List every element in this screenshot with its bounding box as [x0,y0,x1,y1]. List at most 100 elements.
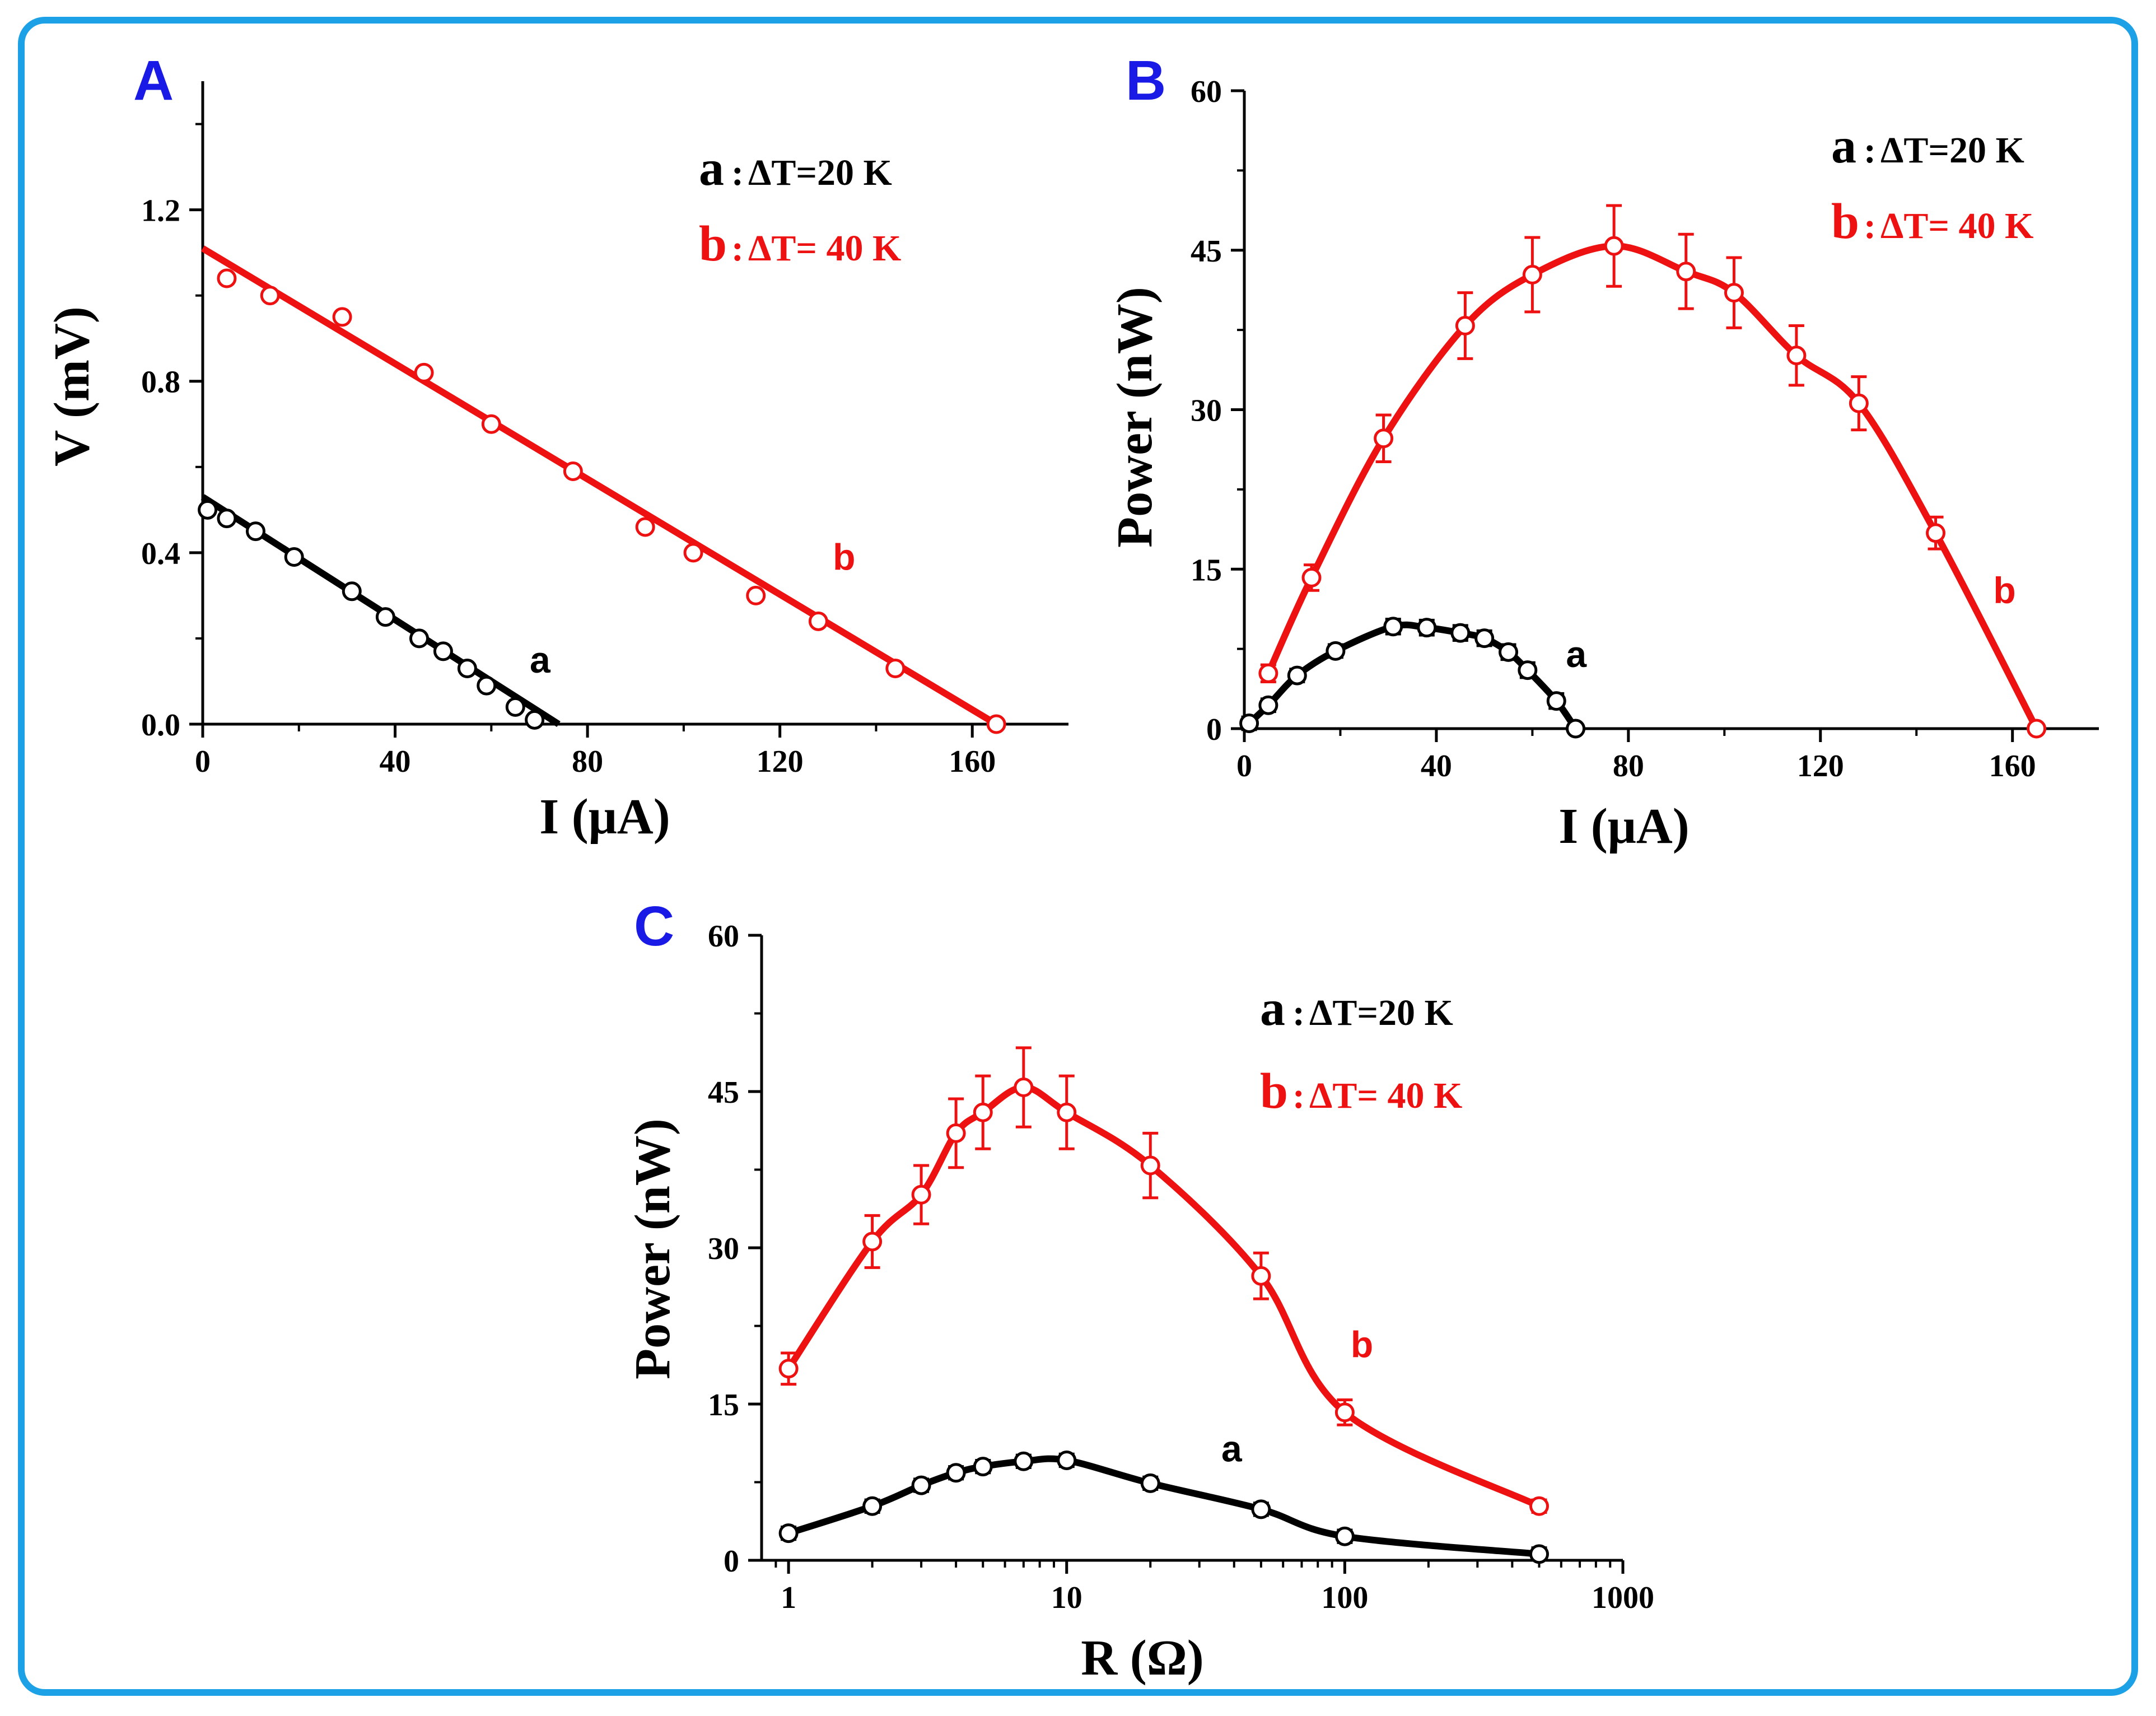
panel-b-ylabel: Power (nW) [1107,287,1163,548]
panel-b-legend-colon: : [1864,130,1876,171]
panel-b-series-b-point [1724,283,1744,303]
panel-b-series-b-point [1301,567,1322,587]
panel-a-series-b-point [986,714,1006,734]
panel-a-series-a-point [217,509,237,529]
panel-b-series-b-point [1258,663,1278,683]
panel-a-series-a-point [375,607,395,627]
panel-c-series-b-point [1251,1266,1271,1286]
panel-c-series-b-point [1140,1155,1160,1176]
panel-b-series-b-point [1374,428,1394,449]
panel-a-xtick-label: 160 [949,744,996,779]
panel-a-series-b-point [635,517,655,537]
panel-c-ylabel: Power (nW) [625,1118,680,1379]
panel-a-series-a-point [342,581,362,601]
panel-c-legend-text-b: ΔT= 40 K [1309,1075,1462,1116]
panel-b-ytick-label: 15 [1191,553,1222,587]
panel-a-ytick-label: 1.2 [141,194,180,229]
panel-c-series-b-point [1529,1496,1550,1516]
panel-b-series: ab [1239,204,2047,739]
panel-a-axes: 0 40 80 120 160 0.0 0.4 0.8 1.2 [141,81,1068,779]
panel-c-series-b-point [1057,1102,1077,1122]
panel-a-series-a-point [409,628,429,649]
panel-b-xtick-label: 80 [1613,749,1644,784]
panel-a-series-b-point [746,585,766,605]
panel-a-ytick-label: 0.0 [141,708,180,743]
panel-a-legend-key-b: b [699,216,727,272]
panel-b-series-b-point [1849,393,1869,413]
panel-b-series-a-point [1383,617,1403,637]
panel-b-series-a-point [1518,660,1538,680]
panel-b-series-a-point [1239,714,1259,734]
panel-c-series-a-point [862,1496,883,1516]
panel-b-legend-colon: : [1864,206,1876,246]
panel-b-series-a-point [1450,623,1471,643]
panel-b-series-a-point [1417,618,1437,638]
panel-c-legend: a: ΔT=20 Kb: ΔT= 40 K [1260,981,1462,1119]
panel-c-ytick-label: 0 [724,1544,739,1579]
panel-b-series-a-point [1499,642,1519,662]
panel-c-series-a-point [1014,1451,1034,1471]
panel-a-curve-label-b: b [833,536,855,577]
figure-frame [18,17,2138,1696]
panel-c-curve-label-b: b [1351,1323,1373,1365]
panel-a-series-a-point [245,521,265,542]
panel-c-series-a-point [946,1463,966,1483]
panel-a-series-a-point [284,547,304,567]
panel-c-legend-text-a: ΔT=20 K [1309,992,1453,1033]
panel-b-xtick-label: 0 [1236,749,1252,784]
panel-c-series-a-point [1251,1499,1271,1519]
panel-c-ytick-label: 15 [708,1388,739,1423]
panel-a-series-a-point [198,500,218,520]
panel-b-ytick-label: 30 [1191,394,1222,428]
panel-c-xtick-label: 10 [1051,1580,1082,1615]
panel-a-series-b-point [808,611,828,631]
panel-a-series-a-point [457,659,477,679]
panel-b-series-b-point [1522,264,1542,285]
panel-b-legend-key-a: a [1831,118,1856,174]
panel-b-legend-key-b: b [1831,194,1859,249]
panel-b-series-b-point [1455,316,1475,336]
panel-b-series-b-point [1926,523,1946,543]
panel-a-series-b-point [885,659,906,679]
panel-a-series-b-point [414,362,434,383]
panel-c-series-a-point [973,1457,993,1477]
panel-a-letter: A [133,49,174,112]
panel-b-letter: B [1126,49,1166,112]
panel-c-series-b-point [1014,1078,1034,1098]
panel-b-legend: a: ΔT=20 K b: ΔT= 40 K [1831,118,2033,249]
panel-a-xtick-label: 40 [380,744,411,779]
panel-b-series-a-point [1258,695,1278,715]
panel-c-xtick-label: 1000 [1592,1580,1654,1615]
panel-c-series: ab [778,1046,1550,1564]
panel-a-xtick-label: 120 [757,744,804,779]
panel-a-series-b-point [260,286,280,306]
panel-b-series-b-point [1676,262,1696,282]
panel-b-series-a-point [1546,691,1566,711]
panel-a-series-b-point [217,268,237,288]
panel-c-series-b-point [946,1123,966,1143]
panel-c-series-a-point [1334,1526,1355,1546]
panel-c-series-b-point [911,1185,931,1205]
panel-a-xlabel: I (μA) [539,789,670,845]
panel-c-legend-key-b: b [1260,1064,1288,1119]
panel-b-axes: 0 40 80 120 160 0 15 30 45 60 [1191,74,2099,784]
panel-a-series: ab [198,245,1006,734]
panel-c-series-b-point [778,1359,799,1379]
panel-c-xtick-label: 1 [781,1580,796,1615]
panel-a-xtick-label: 80 [572,744,603,779]
panel-c-series-a-point [911,1475,931,1495]
panel-c-axes: 1 10 100 1000 0 15 30 45 60 [708,919,1654,1615]
panel-b-series-b-curve [1264,243,2040,732]
panel-a-legend: a: ΔT=20 K b: ΔT= 40 K [699,141,901,272]
panel-a-series-b-point [683,543,703,563]
panel-c-series-b-point [973,1102,993,1122]
panel-c-series-b-curve [785,1084,1543,1510]
panel-c-series-a-point [1057,1450,1077,1470]
panel-a-legend-colon: : [731,228,744,269]
panel-c-ytick-label: 30 [708,1232,739,1266]
panel-a-series-b-point [563,461,583,481]
panel-b-xtick-label: 160 [1989,749,2036,784]
